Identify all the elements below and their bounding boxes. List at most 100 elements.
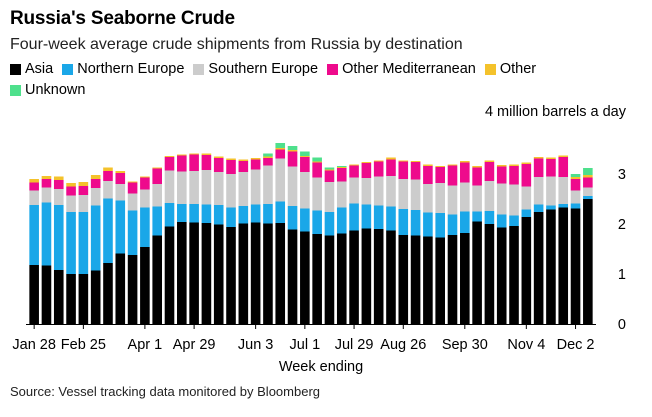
bar-segment xyxy=(570,177,581,179)
bar-segment xyxy=(496,214,507,228)
bar-segment xyxy=(410,162,421,180)
bar-segment xyxy=(546,157,556,159)
bar-segment xyxy=(164,157,175,171)
bar-segment xyxy=(300,231,310,324)
bar-segment xyxy=(90,179,101,188)
bar-segment xyxy=(435,166,445,167)
bar-segment xyxy=(312,157,322,162)
bar-segment xyxy=(312,210,322,234)
bar-segment xyxy=(213,205,224,225)
bar-segment xyxy=(152,167,162,169)
bar-segment xyxy=(66,274,76,324)
bar-segment xyxy=(226,227,236,324)
bar-segment xyxy=(140,189,150,208)
bar-segment xyxy=(152,168,162,184)
bar-segment xyxy=(90,175,101,179)
bar-segment xyxy=(410,210,421,236)
bar-segment xyxy=(275,158,286,202)
bar-segment xyxy=(533,204,544,212)
bar-segment xyxy=(496,166,507,184)
bar-segment xyxy=(300,156,310,157)
source-note: Source: Vessel tracking data monitored b… xyxy=(10,384,321,399)
bar-segment xyxy=(336,207,347,234)
bar-segment xyxy=(275,223,286,324)
bar-segment xyxy=(312,177,322,211)
bar-segment xyxy=(472,185,482,212)
bar-segment xyxy=(447,165,458,186)
bar-segment xyxy=(41,179,52,188)
bar-segment xyxy=(164,170,175,203)
bar-segment xyxy=(226,160,236,174)
bar-segment xyxy=(447,164,458,166)
bar-segment xyxy=(521,209,532,217)
legend-label: Asia xyxy=(25,61,54,77)
bar-segment xyxy=(373,205,384,229)
bar-segment xyxy=(386,176,396,207)
bar-segment xyxy=(472,167,482,186)
bar-segment xyxy=(533,158,544,177)
bar-segment xyxy=(29,205,39,265)
bar-segment xyxy=(386,159,396,176)
bar-segment xyxy=(238,172,249,206)
x-tick-label: Jun 3 xyxy=(238,337,273,353)
bar-segment xyxy=(238,159,249,161)
bar-segment xyxy=(509,164,519,166)
bar-segment xyxy=(533,177,544,205)
x-tick-label: Jul 1 xyxy=(290,337,321,353)
bar-segment xyxy=(250,204,261,223)
bar-segment xyxy=(398,209,409,235)
bar-segment xyxy=(546,159,556,177)
bar-segment xyxy=(226,207,236,227)
legend-item: Asia xyxy=(10,60,53,79)
bar-segment xyxy=(583,199,593,324)
bar-segment xyxy=(447,235,458,324)
bar-segment xyxy=(275,143,286,148)
bar-segment xyxy=(41,176,52,179)
bar-segment xyxy=(152,206,162,236)
bar-segment xyxy=(115,184,126,201)
bar-segment xyxy=(484,160,495,162)
bar-segment xyxy=(140,247,150,324)
bar-segment xyxy=(78,195,89,212)
bar-segment xyxy=(127,255,138,324)
bar-segment xyxy=(509,184,519,216)
bar-segment xyxy=(484,224,495,324)
bar-segment xyxy=(423,236,433,324)
bar-segment xyxy=(558,207,569,324)
bar-segment xyxy=(189,171,199,204)
bar-segment xyxy=(287,151,298,167)
bar-segment xyxy=(287,150,298,152)
y-tick-label: 0 xyxy=(618,317,626,333)
bar-segment xyxy=(324,170,335,182)
bar-segment xyxy=(287,166,298,206)
bar-segment xyxy=(583,168,593,175)
legend-item: Other Mediterranean xyxy=(327,60,476,79)
bar-segment xyxy=(53,176,64,180)
legend-item: Northern Europe xyxy=(62,60,184,79)
bar-segment xyxy=(398,179,409,209)
bar-segment xyxy=(373,160,384,162)
bar-segment xyxy=(361,204,372,229)
bar-segment xyxy=(140,176,150,178)
bar-segment xyxy=(213,224,224,324)
bar-segment xyxy=(496,165,507,167)
bar-segment xyxy=(78,182,89,186)
bar-segment xyxy=(460,182,470,212)
bar-segment xyxy=(349,230,359,324)
bar-segment xyxy=(127,210,138,255)
x-tick-label: Apr 29 xyxy=(173,337,216,353)
bar-segment xyxy=(336,167,347,168)
bar-segment xyxy=(300,157,310,172)
bar-segment xyxy=(361,162,372,163)
bar-segment xyxy=(336,166,347,167)
bar-segment xyxy=(287,206,298,230)
bar-segment xyxy=(53,189,64,205)
bar-segment xyxy=(250,169,261,205)
bar-segment xyxy=(312,234,322,324)
bar-segment xyxy=(349,203,359,231)
bar-segment xyxy=(287,146,298,150)
bar-segment xyxy=(213,158,224,172)
bar-segment xyxy=(201,153,212,155)
bar-segment xyxy=(300,208,310,232)
bar-segment xyxy=(115,173,126,184)
